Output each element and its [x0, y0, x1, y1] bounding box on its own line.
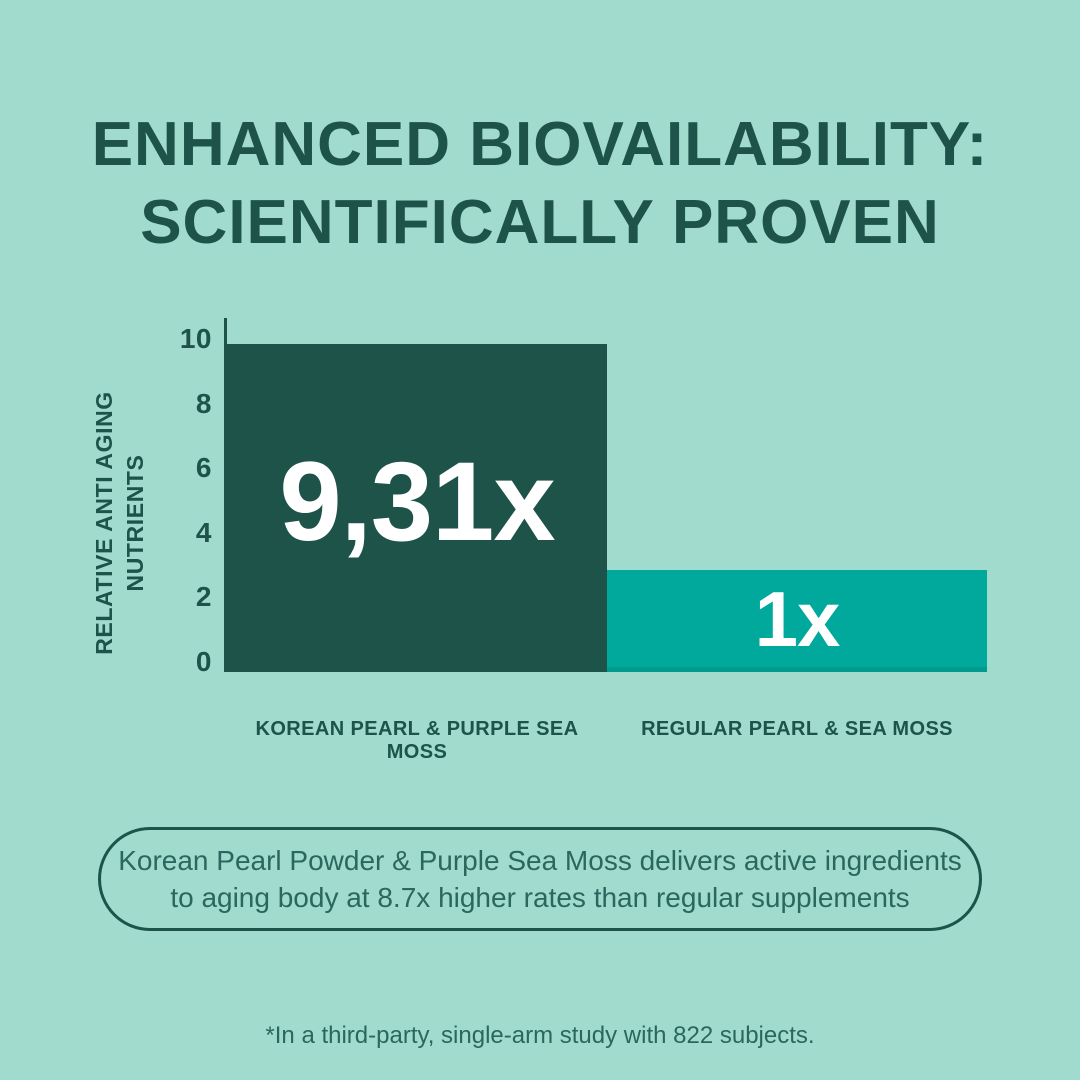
title-line-1: ENHANCED BIOVAILABILITY: — [91, 110, 989, 179]
y-axis-label: RELATIVE ANTI AGING NUTRIENTS — [89, 391, 151, 655]
x-axis-label-korean: KOREAN PEARL & PURPLE SEA MOSS — [255, 718, 579, 763]
callout-pill: Korean Pearl Powder & Purple Sea Moss de… — [98, 827, 982, 931]
bar-regular-pearl-sea-moss: 1x — [607, 570, 987, 672]
footnote: *In a third-party, single-arm study with… — [265, 1022, 815, 1049]
y-tick-10: 10 — [179, 323, 212, 354]
page-title: ENHANCED BIOVAILABILITY: SCIENTIFICALLY … — [0, 106, 1080, 262]
title-line-2: SCIENTIFICALLY PROVEN — [140, 188, 940, 257]
callout-line-1: Korean Pearl Powder & Purple Sea Moss de… — [118, 845, 962, 876]
y-tick-4: 4 — [195, 517, 212, 548]
bar-value-label-regular: 1x — [754, 574, 841, 663]
x-axis-label-regular: REGULAR PEARL & SEA MOSS — [641, 718, 953, 740]
bar-value-label-korean: 9,31x — [279, 438, 555, 564]
y-axis-line — [224, 318, 227, 672]
y-axis-label-line-2: NUTRIENTS — [122, 454, 148, 592]
y-tick-0: 0 — [195, 646, 212, 677]
y-axis-ticks: 10 8 6 4 2 0 — [150, 0, 212, 1080]
y-axis-label-line-1: RELATIVE ANTI AGING — [91, 391, 117, 655]
bar-korean-pearl-purple-sea-moss: 9,31x — [227, 344, 607, 672]
y-tick-6: 6 — [195, 452, 212, 483]
y-tick-8: 8 — [195, 388, 212, 419]
y-tick-2: 2 — [195, 581, 212, 612]
callout-line-2: to aging body at 8.7x higher rates than … — [170, 882, 910, 913]
